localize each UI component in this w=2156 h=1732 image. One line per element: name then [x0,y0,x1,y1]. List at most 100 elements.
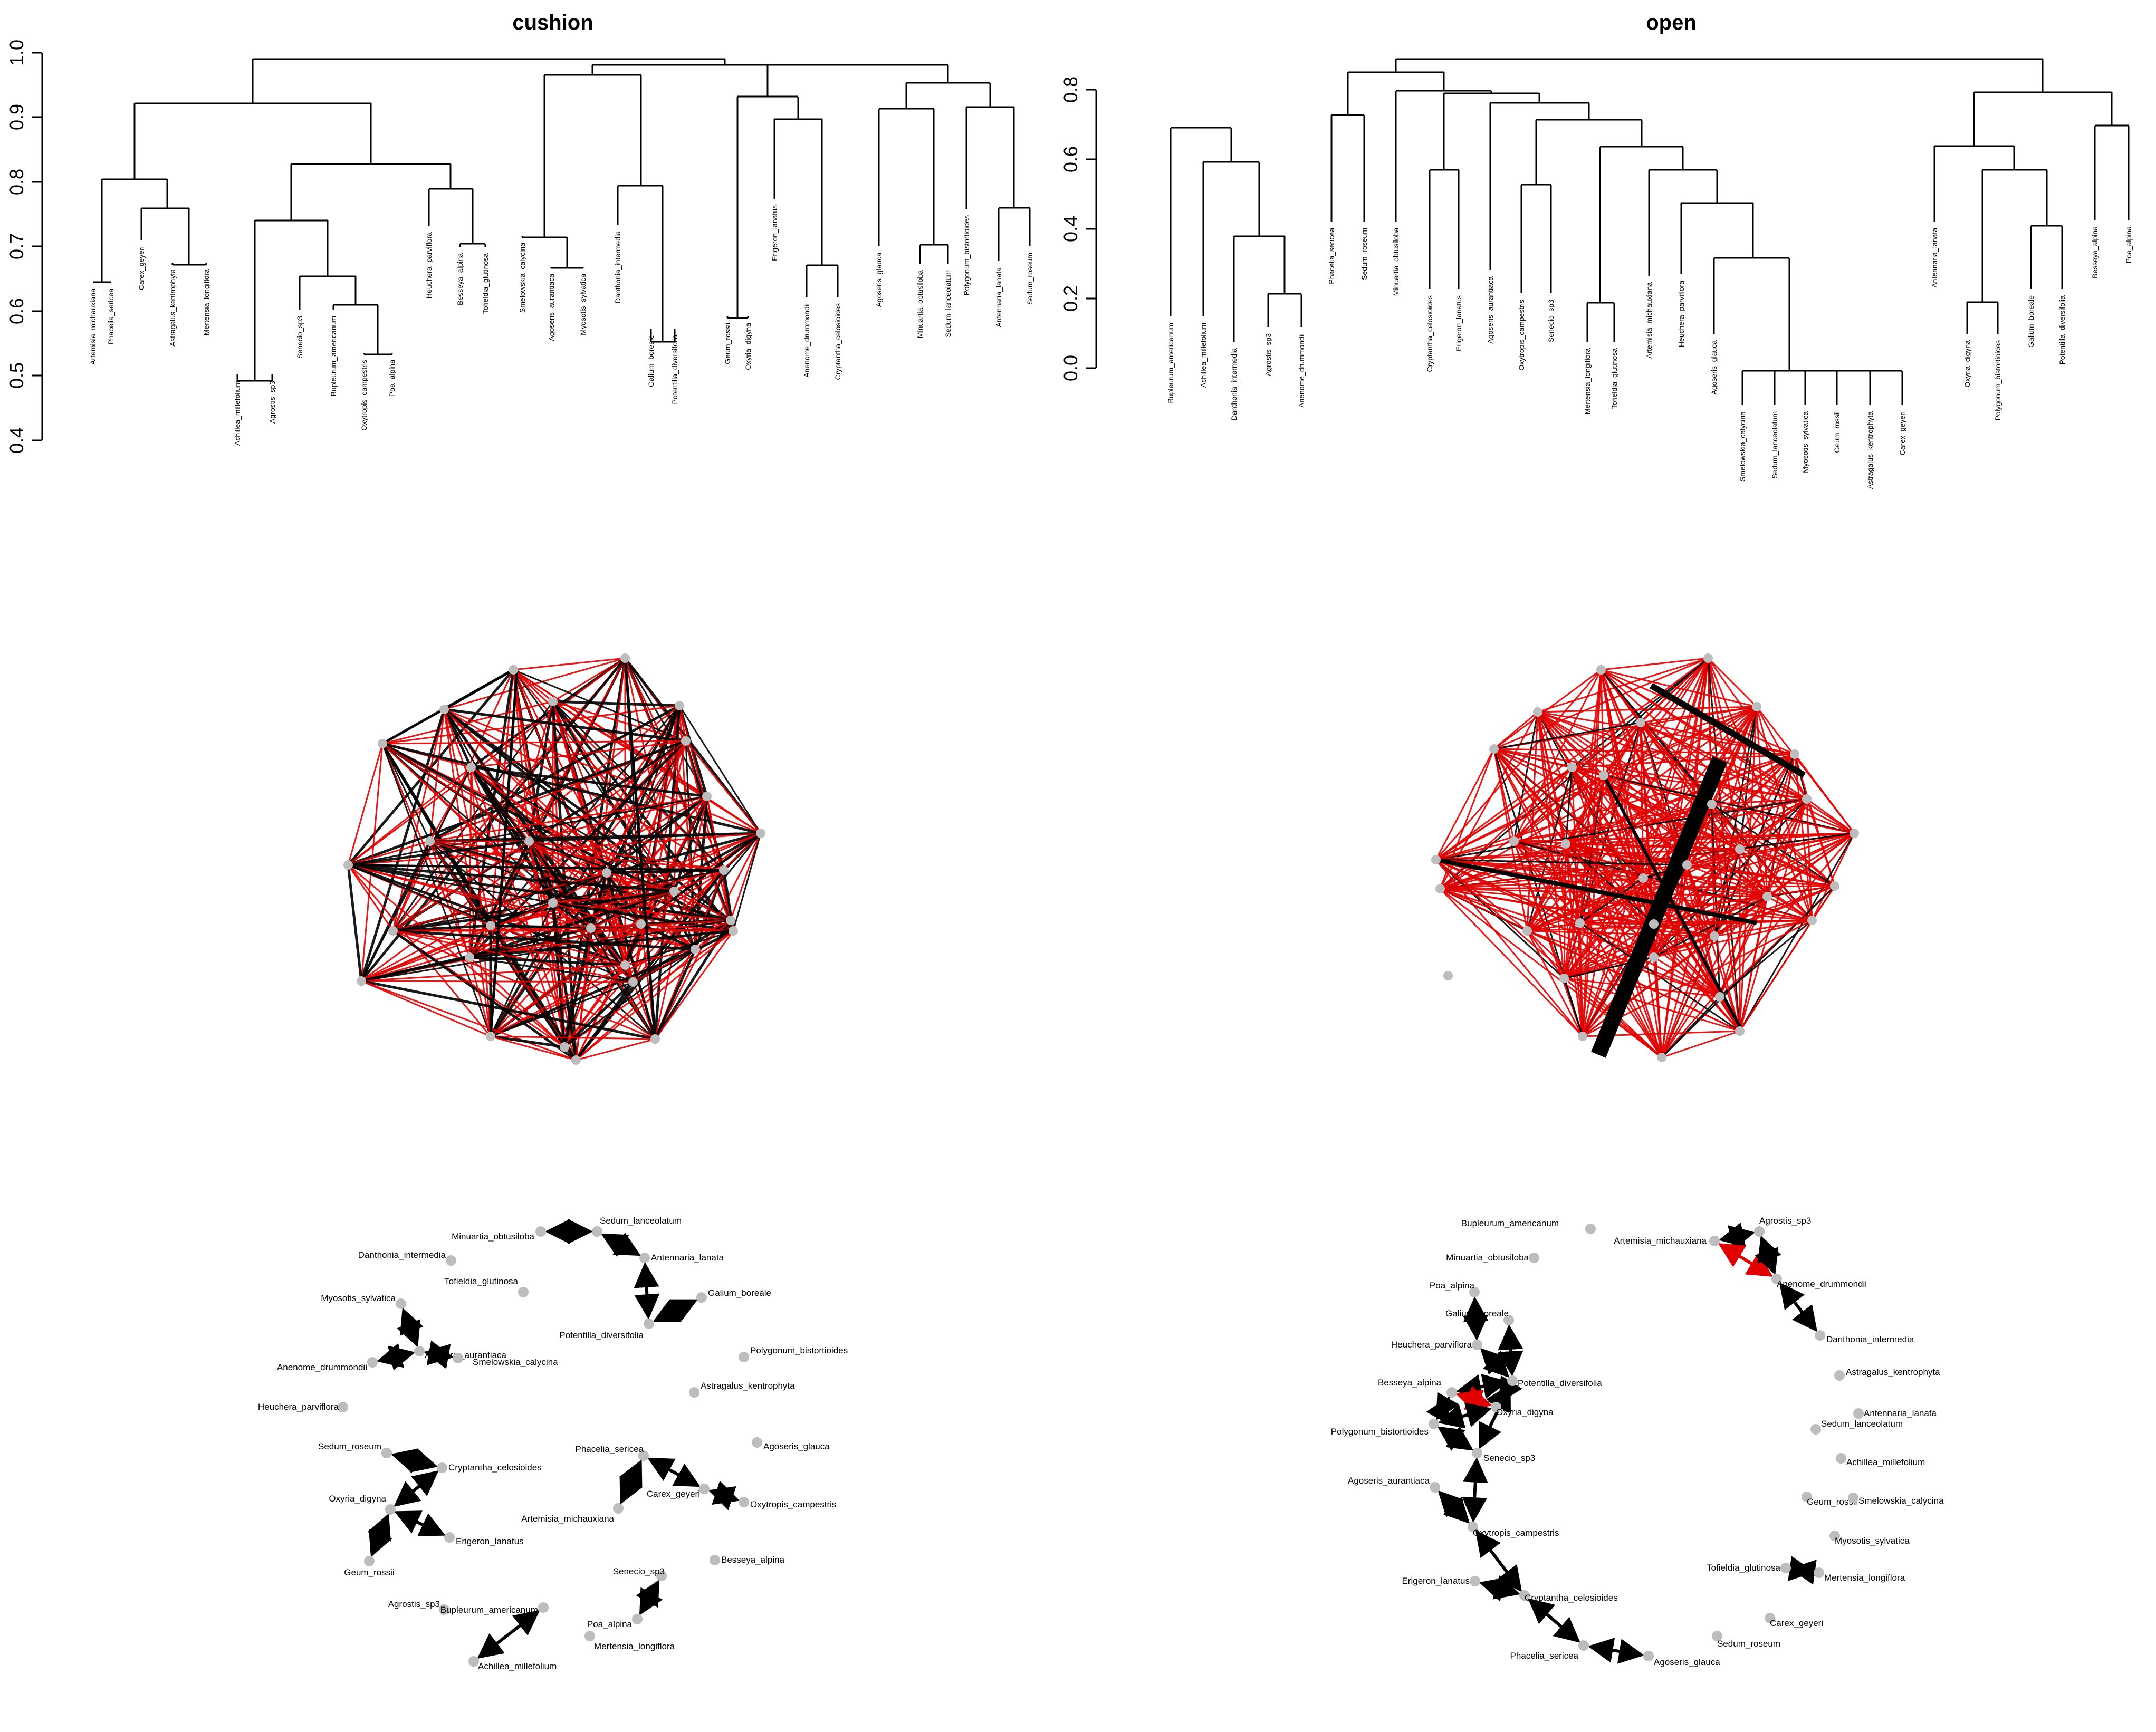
node-label: Danthonia_intermedia [1826,1334,1914,1344]
network-node [1509,836,1519,846]
network-edge [1528,1598,1580,1643]
network-edge [392,701,554,931]
network-node [343,860,353,870]
network-node [1575,918,1585,928]
y-tick-label: 0.9 [6,104,27,130]
network-edge [552,700,680,707]
network-node [1491,1402,1501,1412]
node-label: Cryptantha_celosioides [1525,1593,1618,1603]
leaf-label: Achillea_millefolium [233,381,242,446]
network-edge [1537,711,1663,1058]
leaf-label: Astragalus_kentrophyta [168,269,177,347]
network-node [638,1450,649,1461]
network-edge [1440,888,1715,937]
node-label: Bupleurum_americanum [440,1605,538,1615]
node-label: Carex_geyeri [647,1489,700,1499]
network-edge [1755,1235,1781,1275]
network-node [639,1253,650,1263]
network-edge [1642,658,1709,879]
open-significant-network: Bupleurum_americanum Agrostis_sp3 Artemisi… [1331,1216,1944,1667]
open-correlation-network [1431,653,1859,1062]
network-edge [1653,923,1715,937]
network-node [632,1614,643,1624]
network-edge [529,795,707,842]
network-edge [512,669,675,892]
network-edge [563,981,634,1048]
network-edge [471,740,686,768]
network-edge [444,708,724,871]
node-label: Antennaria_lanata [1864,1408,1937,1418]
leaf-label: Mertensia_longiflora [202,269,210,335]
network-edge [575,919,732,1061]
leaf-label: Myosotis_sylvatica [579,274,587,335]
network-edge [576,1038,656,1061]
network-edge [1653,923,1721,998]
network-edge [624,869,725,966]
network-edge [1439,888,1584,1037]
leaf-label: Minuartia_obtusiloba [1392,228,1400,296]
leaf-label: Agrostis_sp3 [1264,333,1272,376]
network-node [1754,1226,1765,1237]
network-node [1472,1448,1482,1458]
network-edge [1564,923,1654,979]
network-edge [381,743,431,842]
network-edge [361,956,470,983]
network-edge [1600,669,1721,997]
network-edge [1480,1348,1510,1378]
network-edge [1640,721,1807,800]
network-edge [392,929,577,1062]
network-edge [1572,766,1807,800]
network-edge [1661,1030,1740,1059]
network-node [1802,794,1812,804]
network-edge [367,1513,392,1557]
network-node [681,736,691,746]
node-label: Agoseris_aurantiaca [1348,1476,1430,1486]
network-edge [1794,754,1855,834]
network-edge [1455,1373,1509,1400]
network-edge [624,658,657,1040]
network-edge [1719,896,1768,997]
network-edge [1600,669,1741,850]
network-edge [392,930,626,966]
node-label: Sedum_roseum [318,1441,381,1451]
network-edge [600,1232,641,1257]
leaf-label: Sedum_lanceolatum [944,270,952,338]
network-node [1507,1375,1518,1386]
network-node [548,697,558,706]
network-edge [1479,1384,1511,1449]
network-edge [1579,922,1654,925]
network-edge [563,965,626,1047]
network-edge [1526,930,1663,1059]
network-edge [640,923,734,932]
network-node [388,926,398,936]
network-edge [1435,748,1495,860]
leaf-label: Erigeron_lanatus [1454,295,1463,351]
leaf-label: Galium_boreale [647,335,655,387]
network-edge [1479,1575,1521,1602]
leaf-label: Agoseris_aurantiaca [547,274,555,341]
network-edge [347,864,363,982]
network-edge [563,928,592,1047]
network-edge [1711,803,1855,834]
node-label: Artemisia_michauxiana [521,1514,614,1524]
network-edge [477,1610,540,1659]
leaf-label: Polygonum_bistortioides [962,215,971,296]
node-label: Potentilla_diversifolia [559,1330,644,1340]
network-edge [1493,657,1709,750]
network-node [1682,860,1692,870]
network-edge [1435,859,1768,898]
network-edge [1526,711,1539,931]
network-node [364,1556,375,1566]
network-node [1707,800,1717,809]
y-tick-label: 0.8 [6,169,27,195]
node-label: Erigeron_lanatus [1402,1576,1470,1586]
network-node [535,1226,546,1237]
y-tick-label: 0.2 [1060,285,1081,312]
y-tick-label: 0.6 [1060,146,1081,172]
network-edge [1739,849,1768,897]
network-node [1643,1651,1654,1661]
network-edge [1526,930,1584,1037]
leaf-label: Tofieldia_glutinosa [481,253,490,314]
node-label: Antennaria_lanata [651,1253,724,1263]
network-node [620,653,630,663]
